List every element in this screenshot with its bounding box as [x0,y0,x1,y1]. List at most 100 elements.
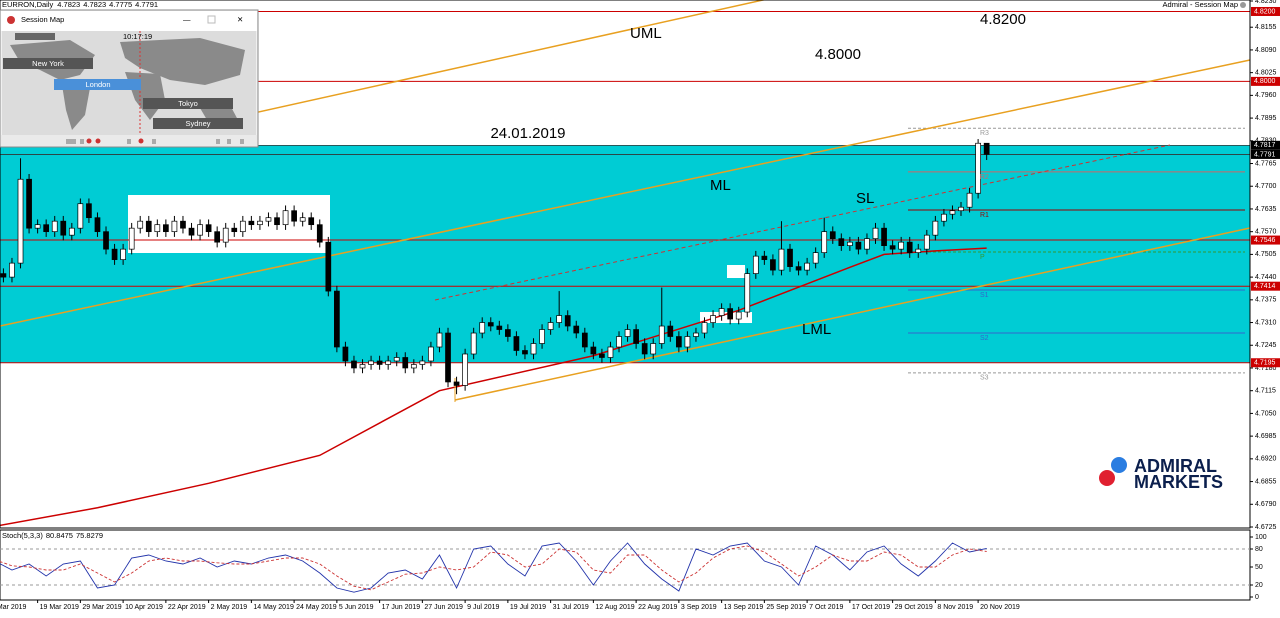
pivot-label: R2 [980,174,989,181]
candle-body [821,231,828,253]
candle-body [103,231,109,250]
candle-body [205,224,212,233]
candle-body [462,353,468,386]
candle-body [778,248,785,271]
x-tick-label: 5 Jun 2019 [339,604,374,611]
chart-header: EURRON,Daily 4.7823 4.7823 4.7775 4.7791 [2,0,158,9]
candle-body [26,178,32,229]
maximize-button[interactable] [207,15,216,24]
y-tick-label: 4.6855 [1255,478,1277,485]
minimize-button[interactable]: — [183,15,191,24]
candle-body [0,273,7,278]
x-tick-label: 7 Oct 2019 [809,604,843,611]
candle-body [658,325,665,344]
candle-body [770,259,776,271]
y-tick-label: 4.7375 [1255,297,1277,304]
y-tick-label: 4.8155 [1255,24,1277,31]
level-box [1251,6,1280,16]
main-frame [0,0,1251,529]
session-bar [3,58,93,69]
stoch-line [0,542,987,593]
x-tick-label: 17 Oct 2019 [852,604,890,611]
stoch-line [0,545,987,591]
status-icon [127,139,131,144]
window-title: Session Map [21,15,64,24]
annotation: 4.8200 [980,11,1026,28]
candle-body [239,220,246,233]
candle-body [513,336,520,351]
candle-body [752,255,759,274]
level-label: 4.7414 [1254,283,1276,290]
layout-layer [128,195,752,323]
x-tick-label: 25 Sep 2019 [766,604,806,611]
level-label: 4.8200 [1254,8,1276,15]
y-tick-label: 4.7700 [1255,183,1277,190]
session-label: Tokyo [178,99,198,108]
candle-body [590,346,597,355]
y-tick-label: 4.6985 [1255,433,1277,440]
candle-body [60,220,67,236]
zone-layer [0,145,1250,363]
x-tick-label: 17 Jun 2019 [382,604,421,611]
annotation: 24.01.2019 [490,125,565,142]
lml-line [454,227,1251,401]
candle-body [197,224,203,236]
candle-body [402,357,409,369]
candle-body [128,227,135,250]
candle-body [573,325,580,334]
status-icon [216,139,220,144]
highlight-box [128,195,330,253]
level-box [1251,358,1280,368]
trendlines [0,0,1251,402]
session-map-window[interactable]: Session Map — ✕ 10:17:19 New York London… [0,9,259,148]
candle-body [299,217,306,222]
x-tick-label: 9 Jul 2019 [467,604,499,611]
candle-body [761,255,768,260]
candle-body [932,220,939,236]
candle-body [727,308,734,320]
x-tick-label: 31 Jul 2019 [553,604,589,611]
y-tick-label: 4.7310 [1255,319,1277,326]
pivot-label: S2 [980,335,989,342]
candle-body [470,332,477,355]
candle-body [966,192,973,208]
low-value: 4.7775 [109,0,132,9]
candle-body [684,336,691,348]
stoch-title: Stoch(5,3,3) [2,531,43,540]
highlight-box [700,312,752,323]
status-icon [152,139,156,144]
candle-body [453,381,460,386]
x-tick-label: 13 Sep 2019 [724,604,764,611]
x-tick-label: 24 May 2019 [296,604,337,611]
candle-body [410,364,417,369]
close-button[interactable]: ✕ [237,15,243,24]
status-icon [66,139,76,144]
candle-body [214,231,221,243]
price-box [1251,140,1280,150]
sl-line [434,144,1171,301]
level-box [1251,281,1280,291]
candle-body [316,224,323,243]
candle-body [923,234,930,250]
logo: ADMIRAL MARKETS [1099,456,1223,492]
y-tick-label: 80 [1255,546,1263,553]
price-label: 4.7817 [1254,142,1276,149]
candle-body [368,360,374,365]
clock: 10:17:19 [123,32,152,41]
x-tick-label: 29 Mar 2019 [82,604,121,611]
x-tick-label: Mar 2019 [0,604,27,611]
stoch-header: Stoch(5,3,3) 80.8475 75.8279 [2,531,103,540]
y-tick-label: 4.6920 [1255,456,1277,463]
price-label: 4.7791 [1254,151,1276,158]
candle-body [898,241,905,250]
candle-body [983,142,990,155]
ml-line [0,59,1251,327]
candle-body [282,210,289,226]
y-tick-label: 4.7570 [1255,229,1277,236]
candle-body [257,220,263,226]
session-bar [15,33,55,40]
y-tick-label: 0 [1255,594,1259,601]
candle-body [385,360,392,365]
candle-body [222,227,229,243]
x-tick-label: 14 May 2019 [253,604,294,611]
